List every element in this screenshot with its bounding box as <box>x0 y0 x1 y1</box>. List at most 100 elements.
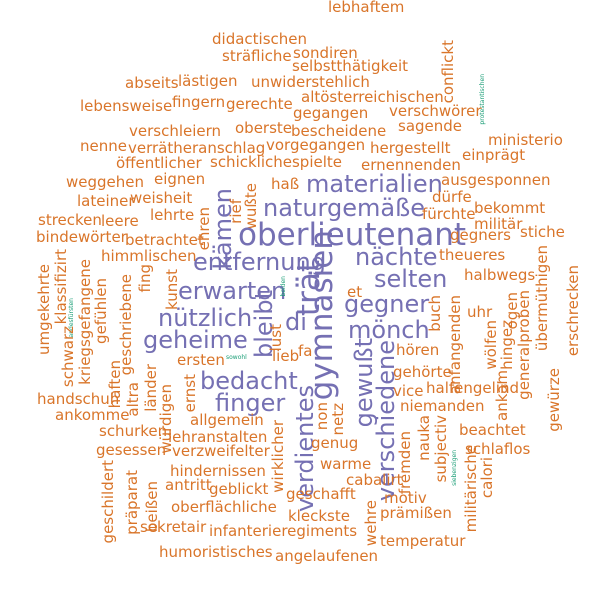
word: theueres <box>439 246 506 264</box>
word: non <box>313 402 331 431</box>
word: buch <box>426 295 444 332</box>
word: verschleiern <box>129 122 222 140</box>
word: klassifizirt <box>52 249 70 325</box>
word: nauka <box>415 415 433 461</box>
word: öffentlicher <box>116 154 202 172</box>
word: altösterreichischen <box>301 88 444 106</box>
word: netz <box>329 403 347 436</box>
word: selten <box>374 265 448 293</box>
word: beachtet <box>459 421 526 439</box>
word: ernennenden <box>361 156 461 174</box>
word: ankomme <box>55 406 130 424</box>
word: kleckste <box>288 507 350 525</box>
word: himmlischen <box>101 247 197 265</box>
word: weggehen <box>66 173 145 191</box>
word: oberste <box>235 119 293 137</box>
word: hindernissen <box>170 462 266 480</box>
word: hergestellt <box>370 139 451 157</box>
word: militärische <box>462 445 480 533</box>
word: handschuh <box>37 390 120 408</box>
word: geblickt <box>209 480 269 498</box>
word: siebenzigen <box>451 450 458 486</box>
word: gewürze <box>545 368 563 432</box>
word: antritt <box>165 476 212 494</box>
word: stiche <box>520 223 565 241</box>
word: angelaufenen <box>275 547 379 565</box>
word: gegner <box>344 290 430 318</box>
word: nützlich <box>158 304 253 332</box>
word: präparat <box>123 470 141 535</box>
word: allgemein <box>190 411 264 429</box>
word: halbwegs <box>464 266 536 284</box>
word: gegangen <box>293 104 369 122</box>
word: trät <box>291 260 327 317</box>
word: militär <box>474 215 523 233</box>
word: schwarz <box>59 326 77 388</box>
word: gegners <box>450 226 511 244</box>
word: calori <box>478 457 496 499</box>
word: oberflächliche <box>171 498 277 516</box>
word: lieb <box>272 347 300 365</box>
word: verrätheranschlag <box>128 139 266 157</box>
word: niemanden <box>400 397 485 415</box>
word: bescheidene <box>291 122 387 140</box>
word: naturgemäße <box>263 194 425 222</box>
word: geheime <box>143 326 248 354</box>
word: bekommt <box>474 199 546 217</box>
word: wehre <box>362 500 380 547</box>
word: mönch <box>348 316 430 344</box>
word: infanterieregiments <box>209 522 358 540</box>
word: sowohl <box>226 354 247 361</box>
word: erwarten <box>178 277 287 305</box>
word: beiden <box>280 276 287 297</box>
word: cabalirt <box>346 471 403 489</box>
word: abseits <box>125 74 179 92</box>
word: hingez <box>498 320 516 370</box>
word: lästigen <box>178 72 238 90</box>
word: schicklichespielte <box>210 153 342 171</box>
word: lateiner <box>77 192 135 210</box>
word: geschafft <box>286 485 356 503</box>
word: fa <box>298 342 313 360</box>
word: gefühlen <box>92 278 110 344</box>
word: didactischen <box>212 30 308 48</box>
word: einprägt <box>462 146 526 164</box>
word: humoristisches <box>159 543 273 561</box>
word: fingern <box>172 93 226 111</box>
word: subjectiv <box>432 415 450 483</box>
word: dürfe <box>432 188 472 206</box>
word: ersten <box>177 351 225 369</box>
word: gerechte <box>226 95 293 113</box>
word: hören <box>396 341 440 359</box>
word: temperatur <box>380 532 466 550</box>
word: entfernung <box>193 248 326 276</box>
word: ausgesponnen <box>441 171 551 189</box>
word: lehranstalten <box>168 428 268 446</box>
word: selbstthätigkeit <box>292 57 409 75</box>
word: vice <box>393 382 424 400</box>
word: prämißen <box>380 504 452 522</box>
word: sondiren <box>293 44 358 62</box>
word: ministerio <box>488 131 563 149</box>
word: fing <box>136 264 154 293</box>
word: oberlieutenant <box>238 217 467 253</box>
word: wölfen <box>482 320 500 370</box>
word: nächte <box>355 243 438 271</box>
word: materialien <box>306 170 443 198</box>
word: übermüthigen <box>533 245 551 352</box>
word: betrachtet <box>125 231 204 249</box>
word: gesessen <box>96 441 167 459</box>
word: generalproben <box>515 290 533 400</box>
word: ernst <box>181 374 199 413</box>
word: haß <box>271 175 300 193</box>
word: di <box>285 308 307 336</box>
word: lebensweise <box>80 97 173 115</box>
word: bindewörter <box>36 228 127 246</box>
word: weisheit <box>130 189 193 207</box>
word: halfengelind <box>426 379 519 397</box>
word: finger <box>215 389 286 417</box>
word: unwiderstehlich <box>251 73 370 91</box>
word: sträfliche <box>222 47 292 65</box>
word: bedacht <box>200 367 298 395</box>
